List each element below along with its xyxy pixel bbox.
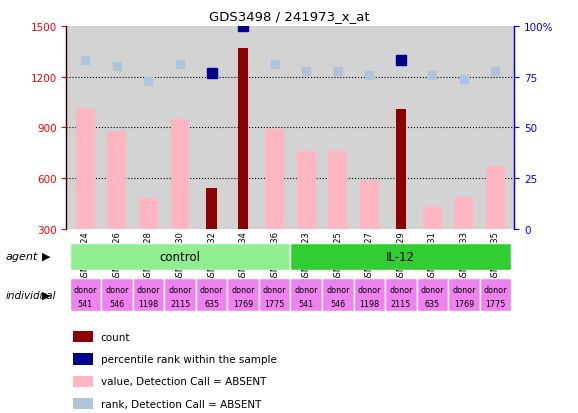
Text: IL-12: IL-12 — [386, 250, 416, 263]
Bar — [322, 278, 354, 311]
Text: control: control — [160, 250, 201, 263]
Bar — [423, 207, 442, 229]
Text: percentile rank within the sample: percentile rank within the sample — [101, 354, 276, 364]
Text: donor: donor — [326, 285, 350, 294]
Bar — [76, 109, 95, 229]
Bar — [448, 278, 480, 311]
Bar — [73, 398, 93, 409]
Text: 546: 546 — [330, 299, 345, 308]
Text: 2115: 2115 — [391, 299, 411, 308]
Text: 1769: 1769 — [454, 299, 474, 308]
Text: 1775: 1775 — [486, 299, 506, 308]
Text: value, Detection Call = ABSENT: value, Detection Call = ABSENT — [101, 376, 266, 387]
Bar — [385, 278, 417, 311]
Bar — [196, 278, 227, 311]
Bar — [69, 243, 290, 270]
Text: GDS3498 / 241973_x_at: GDS3498 / 241973_x_at — [209, 10, 369, 23]
Bar — [297, 152, 316, 229]
Text: donor: donor — [294, 285, 318, 294]
Bar — [259, 278, 290, 311]
Text: donor: donor — [263, 285, 287, 294]
Text: donor: donor — [200, 285, 223, 294]
Bar — [206, 189, 217, 229]
Bar — [417, 278, 448, 311]
Text: donor: donor — [137, 285, 160, 294]
Text: donor: donor — [358, 285, 381, 294]
Text: 541: 541 — [299, 299, 314, 308]
Text: donor: donor — [73, 285, 97, 294]
Bar — [291, 278, 322, 311]
Text: ▶: ▶ — [42, 290, 50, 300]
Bar — [73, 354, 93, 365]
Text: ▶: ▶ — [42, 252, 50, 261]
Text: 2115: 2115 — [170, 299, 190, 308]
Bar — [265, 130, 284, 229]
Bar — [164, 278, 196, 311]
Bar — [139, 199, 158, 229]
Bar — [328, 152, 347, 229]
Bar — [133, 278, 164, 311]
Bar — [73, 331, 93, 342]
Bar — [291, 243, 512, 270]
Text: 635: 635 — [204, 299, 219, 308]
Bar — [396, 109, 406, 229]
Text: rank, Detection Call = ABSENT: rank, Detection Call = ABSENT — [101, 399, 261, 409]
Text: count: count — [101, 332, 130, 342]
Text: donor: donor — [452, 285, 476, 294]
Text: donor: donor — [389, 285, 413, 294]
Text: 635: 635 — [425, 299, 440, 308]
Bar — [238, 49, 249, 229]
Bar — [108, 131, 127, 229]
Text: donor: donor — [231, 285, 255, 294]
Text: 546: 546 — [109, 299, 124, 308]
Text: 1198: 1198 — [138, 299, 158, 308]
Bar — [171, 120, 190, 229]
Text: donor: donor — [105, 285, 129, 294]
Bar — [69, 278, 101, 311]
Text: individual: individual — [6, 290, 56, 300]
Bar — [73, 376, 93, 387]
Bar — [486, 167, 505, 229]
Bar — [227, 278, 259, 311]
Bar — [354, 278, 385, 311]
Bar — [480, 278, 512, 311]
Text: donor: donor — [484, 285, 507, 294]
Text: agent: agent — [6, 252, 38, 261]
Bar — [101, 278, 133, 311]
Text: donor: donor — [421, 285, 444, 294]
Text: 1769: 1769 — [233, 299, 253, 308]
Text: 1198: 1198 — [360, 299, 379, 308]
Text: donor: donor — [168, 285, 192, 294]
Text: 541: 541 — [78, 299, 93, 308]
Text: 1775: 1775 — [265, 299, 285, 308]
Bar — [454, 197, 473, 229]
Bar — [360, 180, 379, 229]
